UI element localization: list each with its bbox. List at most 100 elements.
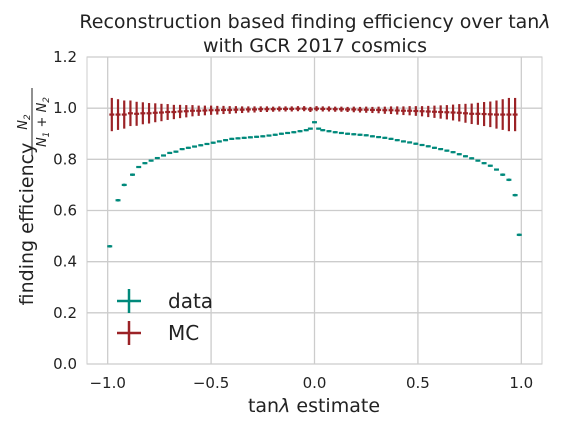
y-axis-label: finding efficiency N2 N1 + N2 bbox=[16, 88, 52, 305]
data-point bbox=[438, 105, 444, 119]
chart-title-line2: with GCR 2017 cosmics bbox=[203, 35, 427, 57]
y-tick-labels: 0.0 0.2 0.4 0.6 0.8 1.0 1.2 bbox=[53, 48, 77, 373]
data-point bbox=[388, 106, 394, 115]
data-point bbox=[326, 130, 332, 133]
data-point bbox=[506, 97, 512, 132]
data-point bbox=[481, 102, 487, 127]
data-point bbox=[369, 135, 375, 138]
data-point bbox=[487, 101, 493, 128]
data-point bbox=[134, 101, 140, 126]
data-point bbox=[158, 103, 164, 122]
data-point bbox=[326, 106, 332, 112]
data-point bbox=[297, 130, 303, 133]
data-point bbox=[227, 106, 233, 114]
data-point bbox=[121, 183, 127, 187]
data-point bbox=[192, 145, 198, 148]
x-tick-label: −0.5 bbox=[193, 374, 229, 392]
y-tick-label: 1.0 bbox=[53, 99, 77, 117]
data-point bbox=[177, 104, 183, 119]
data-point bbox=[376, 106, 382, 114]
data-point bbox=[394, 106, 400, 115]
data-point bbox=[221, 105, 226, 115]
series-layer bbox=[107, 97, 522, 248]
data-point bbox=[278, 132, 284, 135]
data-point bbox=[494, 168, 499, 171]
data-point bbox=[363, 106, 369, 113]
data-point bbox=[388, 137, 394, 140]
data-point bbox=[202, 105, 208, 116]
data-point bbox=[152, 103, 158, 123]
data-point bbox=[272, 133, 278, 136]
data-point bbox=[469, 157, 475, 160]
data-point bbox=[289, 106, 295, 112]
data-point bbox=[438, 148, 444, 151]
data-point bbox=[394, 139, 400, 142]
data-point bbox=[247, 136, 253, 139]
data-point bbox=[223, 139, 229, 142]
data-point bbox=[161, 154, 167, 157]
data-point bbox=[516, 233, 522, 237]
fraction-denominator: N1 + N2 bbox=[35, 97, 52, 147]
data-point bbox=[400, 106, 406, 116]
data-point bbox=[487, 164, 493, 167]
data-point bbox=[229, 137, 235, 140]
x-tick-labels: −1.0 −0.5 0.0 0.5 1.0 bbox=[89, 374, 533, 392]
data-point bbox=[266, 134, 272, 137]
data-point bbox=[252, 106, 258, 113]
data-point bbox=[307, 106, 313, 113]
data-point bbox=[233, 106, 239, 114]
data-point bbox=[425, 105, 431, 118]
data-point bbox=[320, 106, 326, 112]
data-point bbox=[376, 135, 382, 139]
data-point bbox=[295, 106, 301, 112]
data-point bbox=[312, 121, 317, 124]
y-tick-label: 0.8 bbox=[53, 150, 77, 168]
y-axis-label-fraction: N2 N1 + N2 bbox=[16, 88, 52, 156]
data-point bbox=[413, 106, 419, 116]
legend-label-data: data bbox=[168, 289, 213, 313]
data-point bbox=[115, 198, 121, 202]
data-point bbox=[146, 103, 152, 124]
data-point bbox=[140, 102, 146, 125]
data-point bbox=[338, 131, 344, 135]
data-point bbox=[320, 129, 326, 132]
data-point bbox=[444, 149, 450, 152]
data-point bbox=[254, 135, 260, 138]
data-point bbox=[179, 148, 185, 151]
data-point bbox=[307, 127, 313, 130]
data-point bbox=[481, 162, 487, 165]
y-tick-label: 0.6 bbox=[53, 202, 77, 220]
data-point bbox=[171, 104, 177, 120]
y-tick-label: 0.0 bbox=[53, 355, 77, 373]
data-point bbox=[500, 173, 506, 176]
data-point bbox=[148, 159, 154, 162]
data-point bbox=[345, 132, 351, 135]
data-point bbox=[303, 129, 309, 132]
legend-item-mc: MC bbox=[117, 321, 199, 345]
data-point bbox=[363, 134, 369, 137]
data-point bbox=[316, 127, 322, 130]
data-point bbox=[450, 104, 456, 121]
y-tick-label: 0.2 bbox=[53, 304, 77, 322]
plot-area: −1.0 −0.5 0.0 0.5 1.0 0.0 0.2 0.4 0.6 0.8 1.0 1.2 bbox=[53, 48, 543, 392]
data-point bbox=[332, 106, 338, 112]
data-point bbox=[154, 156, 160, 160]
x-tick-label: −1.0 bbox=[89, 374, 125, 392]
data-point bbox=[291, 131, 297, 134]
data-point bbox=[285, 131, 291, 135]
data-point bbox=[208, 105, 214, 115]
data-point bbox=[121, 100, 127, 129]
data-point bbox=[260, 135, 266, 138]
data-point bbox=[183, 105, 189, 118]
data-point bbox=[512, 97, 518, 132]
data-point bbox=[475, 159, 481, 162]
data-point bbox=[382, 106, 388, 114]
data-point bbox=[444, 105, 450, 120]
plot-frame bbox=[86, 56, 543, 365]
data-point bbox=[345, 106, 351, 113]
data-point bbox=[419, 143, 425, 147]
data-point bbox=[450, 151, 456, 154]
data-point bbox=[494, 100, 499, 129]
